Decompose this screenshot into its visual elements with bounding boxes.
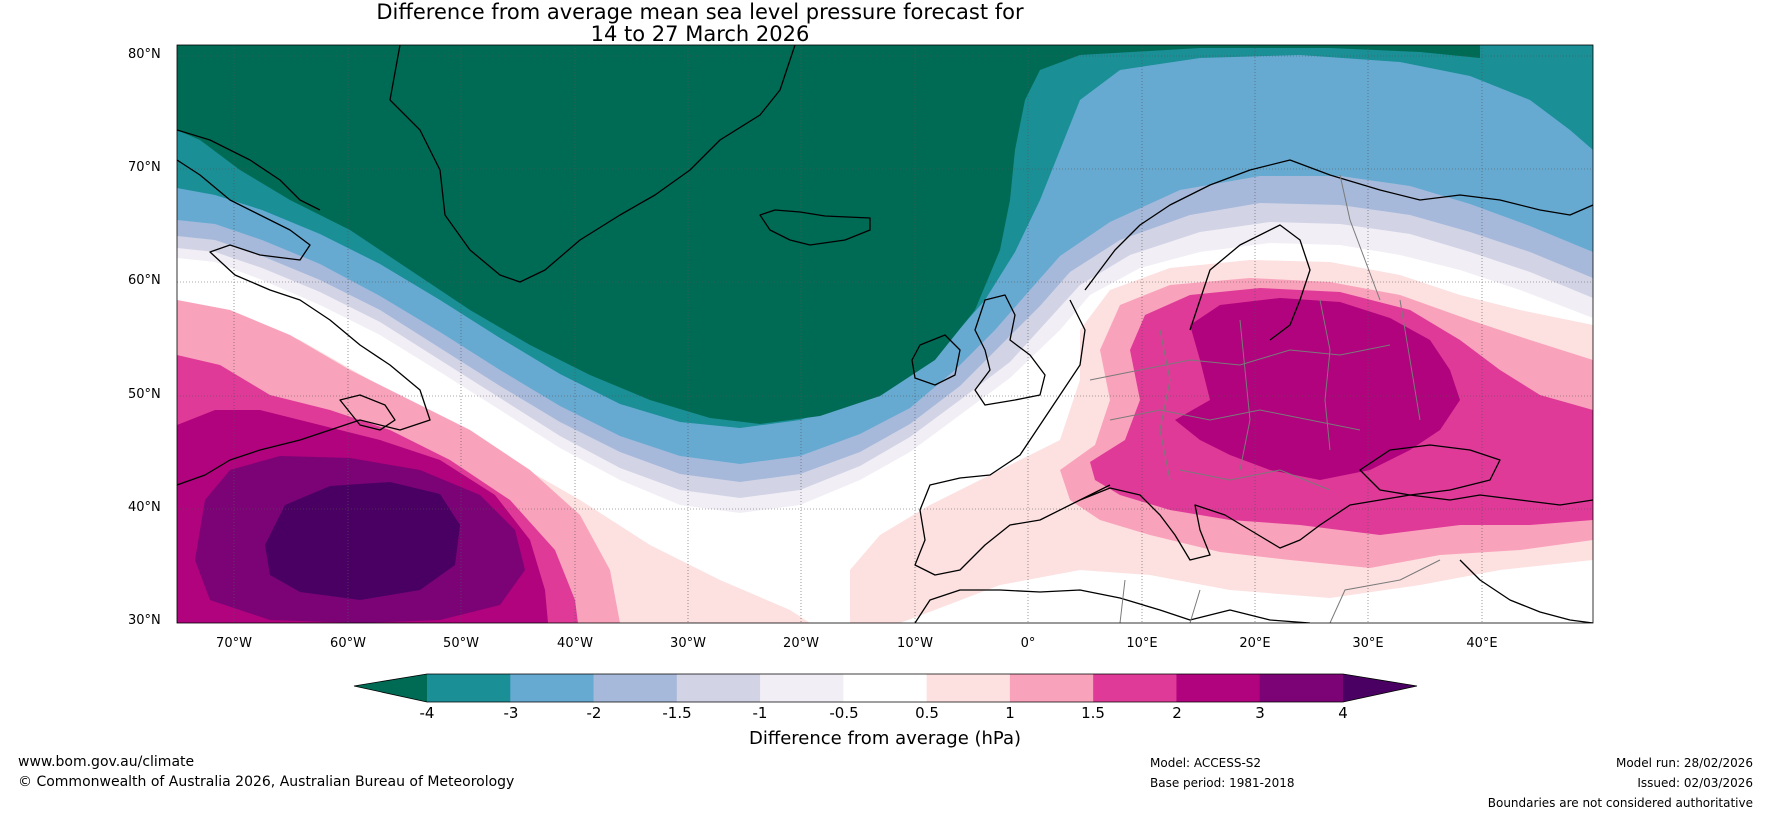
coastline-north-africa xyxy=(914,589,1311,623)
colorbar-segment xyxy=(427,674,511,702)
map-frame xyxy=(176,44,1594,624)
lat-label-50n: 50°N xyxy=(128,387,161,402)
colorbar-tick: -1 xyxy=(752,704,768,722)
colorbar-tick: -3 xyxy=(503,704,519,722)
colorbar-segment xyxy=(1009,674,1094,702)
coastline-baffin xyxy=(177,129,321,211)
coastline-newfoundland xyxy=(339,394,396,431)
lon-label-60w: 60°W xyxy=(330,636,366,651)
colorbar xyxy=(353,673,1418,703)
coastline-scandinavia xyxy=(1084,159,1593,291)
coastline-black-sea xyxy=(1359,444,1501,496)
contour-fields xyxy=(177,45,1593,623)
map-title-line-2: 14 to 27 March 2026 xyxy=(590,22,810,46)
lat-label-80n: 80°N xyxy=(128,47,161,62)
coastline-europe-west xyxy=(914,299,1111,576)
coastline-mediterranean xyxy=(1079,487,1593,561)
contour-pos-west-4 xyxy=(265,482,460,600)
lon-label-30e: 30°E xyxy=(1352,636,1384,651)
colorbar-tick: -2 xyxy=(586,704,602,722)
lon-label-40w: 40°W xyxy=(557,636,593,651)
coastline-sweden-baltic xyxy=(1189,224,1311,341)
colorbar-segment xyxy=(593,674,678,702)
coastline-iceland xyxy=(759,209,871,246)
model-name: Model: ACCESS-S2 xyxy=(1150,756,1262,770)
lon-label-30w: 30°W xyxy=(670,636,706,651)
lon-label-20w: 20°W xyxy=(783,636,819,651)
boundaries-disclaimer: Boundaries are not considered authoritat… xyxy=(1487,796,1753,810)
lon-label-50w: 50°W xyxy=(443,636,479,651)
coastline-greenland xyxy=(389,45,796,283)
colorbar-tick: 1 xyxy=(1005,704,1015,722)
colorbar-tick: 3 xyxy=(1255,704,1265,722)
coastline-middle-east xyxy=(1459,559,1593,623)
colorbar-over-arrow xyxy=(1343,674,1417,702)
lat-label-60n: 60°N xyxy=(128,273,161,288)
lat-label-40n: 40°N xyxy=(128,500,161,515)
colorbar-segment xyxy=(760,674,844,702)
copyright-text: © Commonwealth of Australia 2026, Austra… xyxy=(18,774,515,790)
colorbar-segment xyxy=(1093,674,1177,702)
contour-neg-4 xyxy=(177,45,1480,424)
colorbar-tick: -1.5 xyxy=(662,704,692,722)
colorbar-segment xyxy=(676,674,761,702)
lon-label-40e: 40°E xyxy=(1466,636,1498,651)
colorbar-tick: 1.5 xyxy=(1081,704,1105,722)
colorbar-under-arrow xyxy=(354,674,427,702)
lon-label-0: 0° xyxy=(1020,636,1036,651)
colorbar-segments xyxy=(427,674,1344,702)
colorbar-tick: -4 xyxy=(419,704,435,722)
colorbar-label: Difference from average (hPa) xyxy=(748,728,1022,749)
model-run-date: Model run: 28/02/2026 xyxy=(1615,756,1753,770)
colorbar-segment xyxy=(1259,674,1344,702)
base-period: Base period: 1981-2018 xyxy=(1150,776,1295,790)
country-borders xyxy=(1089,174,1441,623)
colorbar-segment xyxy=(926,674,1011,702)
lon-label-10w: 10°W xyxy=(897,636,933,651)
website-link[interactable]: www.bom.gov.au/climate xyxy=(18,754,195,770)
colorbar-tick: 0.5 xyxy=(915,704,939,722)
contour-pos-east-2 xyxy=(1175,298,1460,480)
colorbar-tick: 4 xyxy=(1338,704,1348,722)
lon-label-10e: 10°E xyxy=(1126,636,1158,651)
colorbar-segment xyxy=(843,674,928,702)
coastline-ireland xyxy=(911,334,961,386)
lon-label-70w: 70°W xyxy=(216,636,252,651)
coastline-canada xyxy=(177,159,431,486)
colorbar-tick: 2 xyxy=(1172,704,1182,722)
graticule xyxy=(177,45,1593,623)
lat-label-70n: 70°N xyxy=(128,160,161,175)
lon-label-20e: 20°E xyxy=(1239,636,1271,651)
lat-label-30n: 30°N xyxy=(128,613,161,628)
colorbar-segment xyxy=(1176,674,1261,702)
map-title-line-1: Difference from average mean sea level p… xyxy=(376,0,1024,24)
coastline-britain xyxy=(974,294,1046,406)
colorbar-tick: -0.5 xyxy=(829,704,859,722)
colorbar-segment xyxy=(510,674,595,702)
coastlines xyxy=(177,45,1593,623)
issued-date: Issued: 02/03/2026 xyxy=(1637,776,1753,790)
